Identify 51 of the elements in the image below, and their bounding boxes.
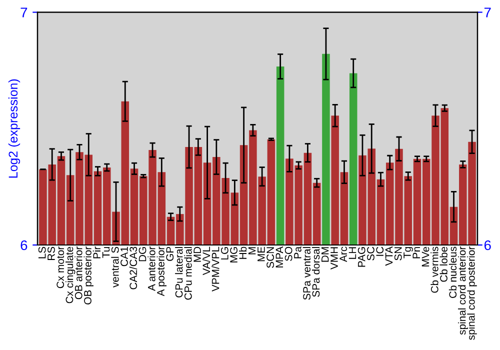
x-tick-label: PAG [358, 247, 366, 267]
x-tick-label: Arc [340, 246, 348, 262]
x-tick-label: Cb nucleus [448, 246, 457, 298]
x-tick-label: VTA [385, 246, 393, 266]
x-tick-label: CA2/CA3 [129, 246, 138, 290]
x-tick-label: Hb [238, 246, 247, 259]
x-tick-label: GP [166, 246, 174, 261]
x-tick-label: MD [194, 246, 201, 262]
x-tick-label: SC [367, 246, 374, 260]
x-tick-label: VPM/VPL [212, 246, 220, 292]
x-tick-label: LG [220, 247, 228, 260]
x-tick-label: RS [48, 246, 55, 260]
x-tick-label: SN [394, 247, 402, 260]
x-tick-label: A posterior [156, 246, 167, 296]
x-tick-label: A anterior [148, 246, 156, 291]
x-tick-label: Pir [92, 246, 100, 258]
y2-tick-label: 7 [484, 8, 491, 18]
x-tick-label: M [248, 247, 256, 254]
x-tick-label: DG [138, 247, 146, 262]
y2-tick-label: 6 [484, 240, 491, 250]
x-tick-label: MPA [276, 246, 284, 268]
x-tick-label: MG [230, 247, 238, 262]
x-tick-label: MVe [422, 246, 430, 266]
x-tick-label: spinal cord posterior [467, 246, 477, 340]
x-tick-label: DM [321, 247, 329, 262]
x-tick-label: Cx motor [56, 246, 64, 288]
x-tick-label: Tu [102, 247, 110, 258]
x-tick-label: OB anterior [74, 246, 82, 300]
x-tick-label: spinal cord anterior [458, 246, 468, 335]
x-tick-label: LS [38, 246, 46, 258]
x-tick-label: VA/VL [202, 246, 210, 276]
x-tick-label: Pa [294, 246, 302, 258]
x-tick-label: CA1 [120, 246, 128, 266]
x-tick-label: OB posterior [84, 246, 94, 304]
x-tick-label: CPu medial [184, 247, 192, 300]
x-tick-label: SCN [266, 247, 274, 268]
x-tick-label: SPa dorsal [312, 247, 320, 297]
x-tick-label: Cx cingulate [66, 246, 76, 304]
x-tick-label: SPa ventral [302, 247, 311, 300]
x-tick-label: LH [348, 247, 356, 259]
x-tick-label: SO [284, 246, 292, 261]
x-tick-label: Tg [404, 247, 413, 258]
y-axis-title: Log2 (expression) [8, 79, 20, 178]
x-tick-label: CPu lateral [175, 247, 183, 298]
x-tick-label: VMH [330, 247, 338, 270]
x-tick-label: Pn [412, 247, 420, 258]
x-tick-label: Cb vermis [430, 246, 438, 293]
x-tick-label: IC [376, 246, 384, 256]
x-tick-label: ventral S [111, 246, 119, 288]
x-tick-label: Cb lobe [440, 246, 448, 282]
x-tick-label: ME [258, 246, 265, 262]
